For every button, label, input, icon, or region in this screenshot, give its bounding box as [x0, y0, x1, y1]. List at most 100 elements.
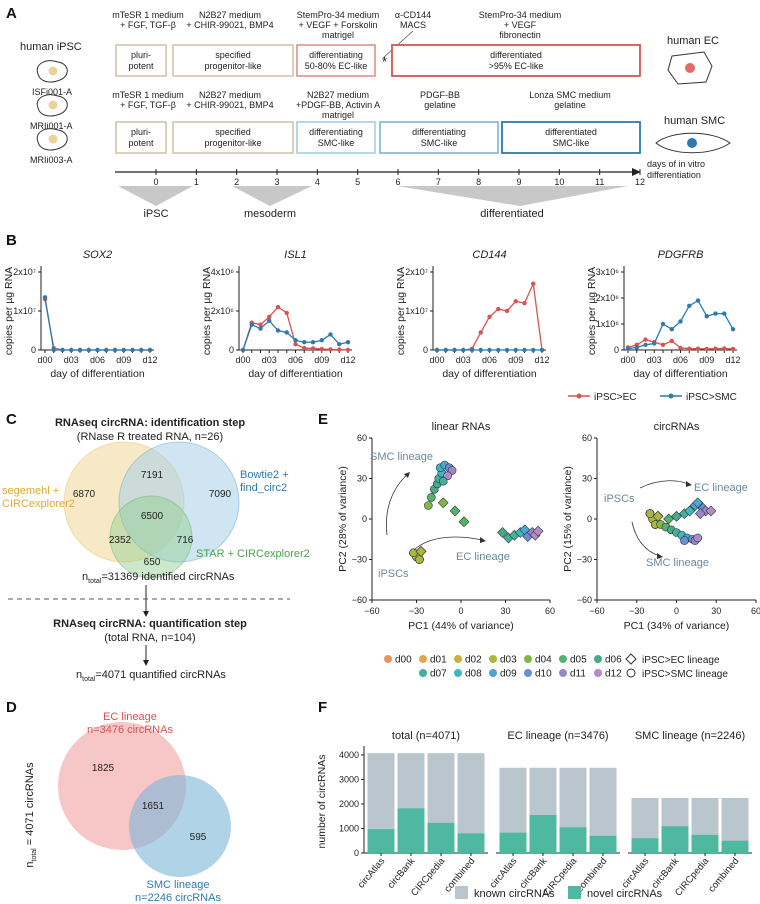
e-legend-day: d12	[605, 669, 622, 680]
e-plot-title: circRNAs	[654, 421, 700, 433]
panel-b: B SOX2 0 1x10⁷ 2x10⁷ d00 d03 d06 d09 d12 day of d…	[3, 232, 741, 403]
smc-box-5-line2: SMC-like	[553, 138, 590, 148]
ec-medium-4-line2: MACS	[400, 20, 426, 30]
e-legend-ec-shape: iPSC>EC lineage	[642, 655, 720, 666]
ec-box-3-line2: 50-80% EC-like	[305, 61, 368, 71]
b-data-point	[513, 299, 518, 304]
e-y-tick-label: −30	[352, 555, 367, 565]
e-legend-day: d01	[430, 655, 447, 666]
b-data-point	[86, 347, 91, 353]
smc-box-5-line1: differentiated	[545, 127, 597, 137]
f-chart-1: total (n=4071)circAtlascircBankCIRCpedia…	[356, 726, 488, 899]
b-data-point	[258, 326, 263, 331]
e-left-ann-ipsc: iPSCs	[378, 568, 409, 580]
ec-medium-3-line2: + VEGF + Forskolin	[298, 20, 377, 30]
b-chart-title: SOX2	[83, 249, 112, 261]
b-data-point	[722, 311, 727, 316]
f-chart-title: SMC lineage (n=2246)	[635, 730, 745, 742]
ec-box-1-line2: potent	[128, 61, 154, 71]
b-data-point	[669, 338, 674, 344]
f-x-tick-label: combined	[706, 856, 741, 895]
c-ntotal-ident-n: n	[82, 571, 88, 583]
e-x-tick-label: 30	[711, 606, 721, 616]
timeline-day-label: 7	[436, 177, 441, 187]
b-data-point	[302, 345, 307, 351]
b-x-tick-label: d12	[142, 355, 157, 365]
b-data-point	[695, 298, 701, 303]
b-y-tick-label: 0	[423, 345, 428, 355]
e-point-ec	[671, 510, 682, 522]
b-data-point	[42, 295, 48, 300]
b-x-tick-label: d06	[90, 355, 105, 365]
legend-known-label: known circRNAs	[474, 888, 555, 900]
panel-b-label: B	[6, 232, 17, 249]
label-segemehl-2: CIRCexplorer2	[2, 498, 75, 510]
b-data-point	[337, 341, 342, 347]
b-data-point	[130, 347, 135, 353]
e-legend-day: d07	[430, 669, 447, 680]
smc-medium-1-line2: + FGF, TGF-β	[120, 100, 176, 110]
b-data-point	[522, 301, 527, 306]
d-ylabel-sub: total	[31, 848, 38, 862]
b-data-point	[319, 338, 324, 343]
stage-mesoderm: mesoderm	[244, 208, 296, 220]
cell-line-icon-1	[36, 60, 68, 83]
b-x-tick-label: d06	[288, 355, 303, 365]
c-count-seg-star: 2352	[109, 535, 132, 546]
d-ec-title: EC lineage	[103, 711, 157, 723]
c-count-seg-only: 6870	[73, 489, 96, 500]
b-data-point	[713, 311, 718, 316]
ec-medium-3-line3: matrigel	[322, 30, 354, 40]
b-data-point	[513, 347, 518, 353]
ec-medium-5-line1: StemPro-34 medium	[479, 10, 562, 20]
e-x-tick-label: 30	[500, 606, 510, 616]
b-data-point	[695, 346, 701, 351]
e-x-tick-label: 60	[751, 606, 760, 616]
e-x-tick-label: −60	[364, 606, 379, 616]
e-x-tick-label: −30	[409, 606, 424, 616]
e-x-tick-label: −60	[589, 606, 604, 616]
legend-ec-marker	[576, 393, 582, 399]
c-arrow-1-head	[143, 611, 149, 617]
f-title-bg	[496, 726, 620, 744]
e-y-tick-label: 30	[582, 474, 592, 484]
d-count-both: 1651	[142, 801, 165, 812]
smc-box-differentiating-1	[296, 121, 376, 154]
b-data-point	[77, 347, 83, 353]
human-ec-title: human EC	[667, 35, 719, 47]
b-data-point	[51, 347, 56, 353]
ec-cell-icon	[667, 51, 713, 85]
b-chart-1: SOX2 0 1x10⁷ 2x10⁷ d00 d03 d06 d09 d12 day of dif…	[3, 249, 158, 380]
e-xlabel: PC1 (44% of variance)	[408, 620, 514, 632]
timeline-days: 0 1 2 3 4 5 6 7 8 9 10 11 12	[153, 169, 645, 187]
panel-f: F 0 1000 2000 3000 4000 number of circRNAs tot…	[316, 699, 752, 900]
label-bowtie-1: Bowtie2 +	[240, 469, 289, 481]
b-data-point	[487, 347, 492, 353]
ec-box-differentiated	[391, 44, 641, 77]
b-data-point	[302, 340, 307, 345]
f-x-tick-label: circBank	[385, 856, 417, 891]
f-bar-novel	[499, 832, 527, 853]
f-bar-novel	[691, 834, 719, 853]
e-x-tick-label: −30	[629, 606, 644, 616]
b-data-point	[328, 347, 333, 352]
smc-cell-icon	[655, 132, 731, 154]
e-legend-diamond	[625, 653, 637, 665]
e-x-tick-label: 0	[458, 606, 463, 616]
b-data-point	[634, 345, 639, 350]
b-data-point	[704, 346, 709, 352]
b-x-tick-label: d00	[429, 355, 444, 365]
b-y-tick-label: 1x10⁷	[13, 306, 36, 316]
smc-box-1-line1: pluri-	[131, 127, 151, 137]
b-data-point	[531, 281, 536, 286]
ec-box-4-line1: differentiated	[490, 50, 542, 60]
b-data-point	[678, 319, 683, 324]
d-ylabel: ntotal = 4071 circRNAs	[24, 762, 38, 868]
b-ylabel: copies per µg RNA	[201, 267, 213, 355]
c-ntotal-ident-sub: total	[88, 578, 102, 585]
e-legend-day: d09	[500, 669, 517, 680]
stage-ipsc-wedge	[118, 186, 193, 206]
e-left-arrow-ec-head	[480, 537, 486, 543]
timeline-day-label: 9	[516, 177, 521, 187]
